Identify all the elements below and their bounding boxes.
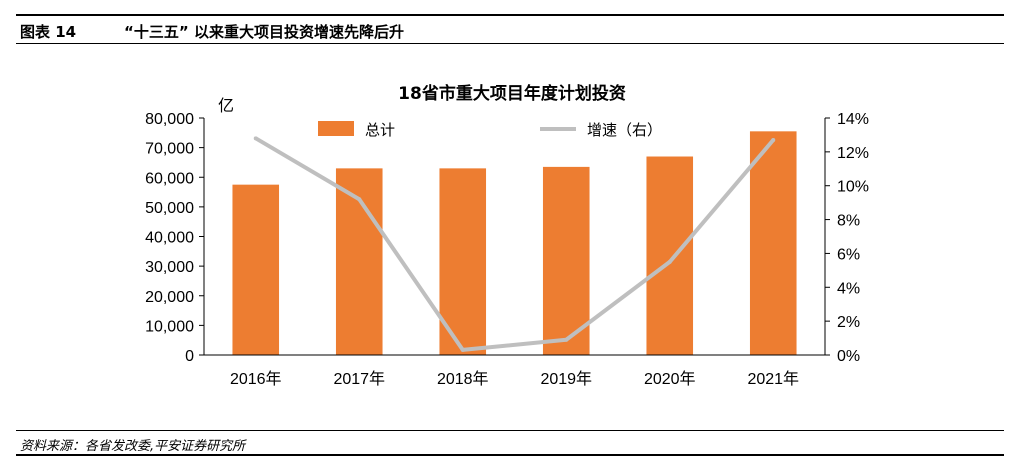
bar-0 bbox=[232, 184, 280, 355]
legend-label-bar: 总计 bbox=[365, 121, 395, 139]
legend-label-line: 增速（右） bbox=[587, 121, 662, 139]
legend: 总计 增速（右） bbox=[318, 121, 662, 139]
y2-tick-label-3: 6% bbox=[837, 246, 860, 263]
y2-tick-label-7: 14% bbox=[837, 111, 869, 128]
y2-tick-label-5: 10% bbox=[837, 179, 869, 196]
y-tick-label-5: 50,000 bbox=[145, 200, 194, 217]
y-tick-label-7: 70,000 bbox=[145, 141, 194, 158]
y2-tick-label-1: 2% bbox=[837, 314, 860, 331]
y2-tick-label-0: 0% bbox=[837, 348, 860, 365]
legend-swatch-bar bbox=[318, 121, 354, 136]
growth-line bbox=[254, 136, 775, 352]
x-tick-label-1: 2017年 bbox=[333, 370, 385, 388]
figure-title: “十三五” 以来重大项目投资增速先降后升 bbox=[124, 23, 404, 41]
y-tick-label-2: 20,000 bbox=[145, 289, 194, 306]
source-note: 资料来源：各省发改委,平安证券研究所 bbox=[20, 439, 246, 454]
figure-label: 图表 14 bbox=[20, 23, 77, 41]
growth-point-5 bbox=[771, 138, 776, 143]
y-tick-label-6: 60,000 bbox=[145, 170, 194, 187]
x-tick-label-2: 2018年 bbox=[437, 370, 489, 388]
bar-series bbox=[232, 131, 797, 355]
chart-title: 18省市重大项目年度计划投资 bbox=[398, 83, 626, 104]
y-tick-label-0: 0 bbox=[185, 348, 194, 365]
y2-tick-label-6: 12% bbox=[837, 145, 869, 162]
x-tick-label-3: 2019年 bbox=[540, 370, 592, 388]
figure-footer: 资料来源：各省发改委,平安证券研究所 bbox=[16, 430, 1004, 456]
growth-point-3 bbox=[564, 337, 569, 342]
y-tick-label-1: 10,000 bbox=[145, 318, 194, 335]
line-series bbox=[253, 136, 776, 352]
y-tick-label-3: 30,000 bbox=[145, 259, 194, 276]
y-tick-label-8: 80,000 bbox=[145, 111, 194, 128]
bar-1 bbox=[335, 168, 383, 355]
x-tick-label-4: 2020年 bbox=[644, 370, 696, 388]
growth-point-2 bbox=[460, 347, 465, 352]
growth-point-1 bbox=[357, 197, 362, 202]
x-tick-label-5: 2021年 bbox=[747, 370, 799, 388]
y2-tick-label-4: 8% bbox=[837, 213, 860, 230]
growth-point-0 bbox=[253, 136, 258, 141]
figure-header: 图表 14 “十三五” 以来重大项目投资增速先降后升 bbox=[16, 14, 1004, 44]
y-tick-label-4: 40,000 bbox=[145, 230, 194, 247]
bar-5 bbox=[749, 131, 797, 355]
bar-4 bbox=[646, 156, 694, 355]
axes: 0 10,000 20,000 30,000 40,000 50,000 60,000 70,… bbox=[145, 111, 869, 388]
y-axis-unit: 亿 bbox=[218, 97, 234, 115]
y2-tick-label-2: 4% bbox=[837, 280, 860, 297]
bar-3 bbox=[542, 166, 590, 355]
growth-point-4 bbox=[667, 259, 672, 264]
x-tick-label-0: 2016年 bbox=[230, 370, 282, 388]
